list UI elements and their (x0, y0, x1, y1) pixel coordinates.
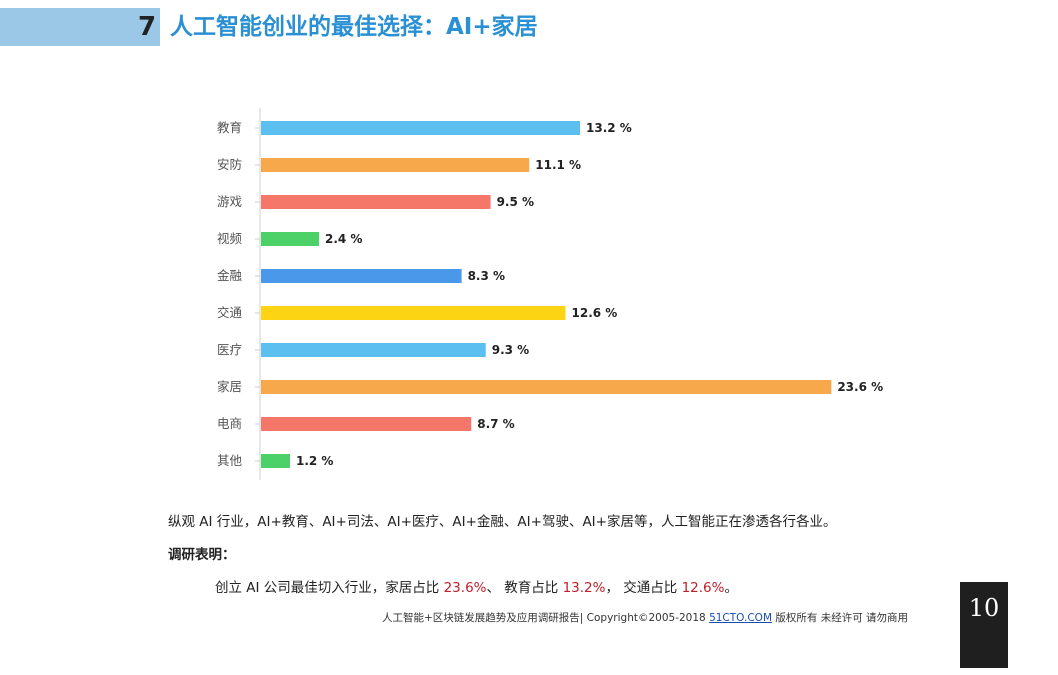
industry-bar-chart: 教育 13.2 % 安防 11.1 % 游戏 9.5 % 视频 2.4 % 金融 8.3 % 交通 1… (200, 100, 900, 490)
category-label: 其他 (217, 453, 243, 468)
finding-home-pct: 23.6% (443, 580, 487, 596)
category-label: 电商 (217, 416, 242, 431)
category-label: 视频 (217, 231, 243, 246)
bar (261, 306, 566, 320)
value-label: 13.2 % (586, 121, 632, 135)
value-label: 23.6 % (837, 380, 883, 394)
bar (261, 269, 462, 283)
value-label: 2.4 % (325, 232, 362, 246)
bar (261, 417, 472, 431)
bar (261, 343, 486, 357)
value-label: 8.3 % (468, 269, 505, 283)
bar (261, 232, 319, 246)
category-label: 教育 (217, 120, 242, 135)
footer-link[interactable]: 51CTO.COM (709, 612, 773, 624)
bar (261, 158, 530, 172)
value-label: 9.3 % (492, 343, 529, 357)
footer-text-before: 人工智能+区块链发展趋势及应用调研报告| Copyright©2005-2018 (382, 612, 710, 624)
finding-prefix: 创立 AI 公司最佳切入行业，家居占比 (215, 580, 444, 596)
summary-text: 纵观 AI 行业，AI+教育、AI+司法、AI+医疗、AI+金融、AI+驾驶、A… (168, 514, 837, 530)
section-number: 7 (137, 12, 157, 42)
value-label: 12.6 % (572, 306, 618, 320)
value-label: 8.7 % (477, 417, 514, 431)
finding-mid1: 、 教育占比 (486, 580, 563, 596)
category-label: 医疗 (217, 342, 242, 357)
page-number: 10 (960, 582, 1008, 668)
header-accent-band (0, 8, 160, 46)
footer-text-after: 版权所有 未经许可 请勿商用 (772, 612, 909, 624)
category-label: 金融 (217, 268, 243, 283)
bar (261, 195, 491, 209)
bar (261, 121, 580, 135)
finding-edu-pct: 13.2% (562, 580, 606, 596)
finding-mid2: ， 交通占比 (605, 580, 682, 596)
bar (261, 380, 832, 394)
value-label: 11.1 % (535, 158, 581, 172)
category-label: 游戏 (217, 194, 242, 209)
findings-label: 调研表明： (168, 547, 236, 563)
finding-traffic-pct: 12.6% (681, 580, 725, 596)
category-label: 安防 (217, 157, 242, 172)
bar-chart-svg: 教育 13.2 % 安防 11.1 % 游戏 9.5 % 视频 2.4 % 金融 8.3 % 交通 1… (217, 108, 883, 480)
value-label: 9.5 % (497, 195, 534, 209)
footer-copyright: 人工智能+区块链发展趋势及应用调研报告| Copyright©2005-2018… (382, 610, 908, 625)
value-label: 1.2 % (296, 454, 333, 468)
finding-suffix: 。 (724, 580, 738, 596)
category-label: 家居 (217, 379, 242, 394)
page-title: 人工智能创业的最佳选择：AI+家居 (170, 14, 538, 40)
category-label: 交通 (217, 305, 243, 320)
finding-line: 创立 AI 公司最佳切入行业，家居占比 23.6%、 教育占比 13.2%， 交… (215, 576, 738, 596)
bar (261, 454, 290, 468)
